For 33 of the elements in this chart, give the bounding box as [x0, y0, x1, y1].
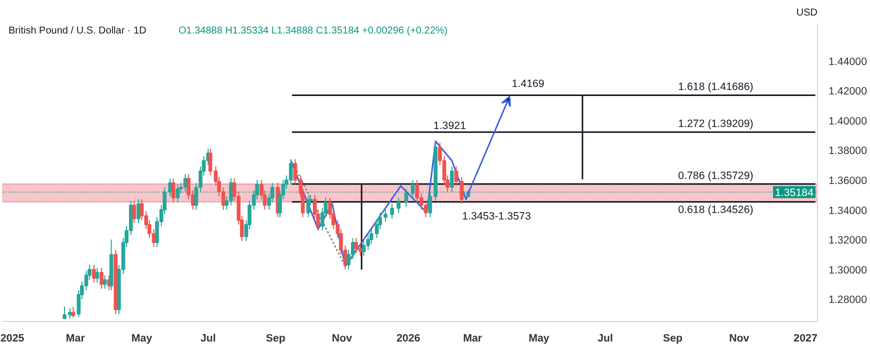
x-tick-label: 2025 [0, 332, 24, 344]
x-tick-label: Mar [463, 332, 482, 344]
x-tick-label: Jul [598, 332, 614, 344]
ref-line-label: 1.35184 [774, 187, 814, 200]
y-tick-label: 1.36000 [828, 174, 868, 187]
y-tick-label: 1.38000 [828, 145, 868, 158]
x-tick-label: Nov [332, 332, 352, 344]
annotation: 1.3453-1.3573 [462, 210, 531, 223]
series-label: 1.272 (1.39209) [678, 118, 754, 130]
x-tick-label: Sep [663, 332, 684, 344]
x-tick-label: 2026 [396, 332, 420, 344]
x-tick-label: Nov [729, 332, 750, 344]
x-tick-label: Jul [200, 332, 216, 344]
x-tick-label: May [131, 332, 152, 344]
annotation: 1.3921 [433, 120, 466, 132]
series-label: 0.786 (1.35729) [678, 170, 754, 182]
annotation: 1.4169 [512, 78, 544, 90]
y-axis-title: USD [796, 8, 818, 18]
y-tick-label: 1.42000 [828, 86, 868, 98]
y-tick-label: 1.30000 [828, 264, 868, 276]
y-tick-label: 1.40000 [828, 115, 868, 128]
y-tick-label: 1.44000 [828, 56, 868, 68]
chart-subtitle: O1.34888 H1.35334 L1.34888 C1.35184 +0.00296 (+0.22%) [178, 26, 448, 36]
series-label: 0.618 (1.34526) [678, 204, 754, 216]
chart-title: British Pound / U.S. Dollar · 1D [8, 26, 146, 36]
y-tick-label: 1.28000 [828, 294, 868, 306]
y-tick-label: 1.34000 [828, 204, 868, 217]
series-label: 1.618 (1.41686) [678, 81, 754, 94]
x-tick-label: 2027 [794, 332, 818, 344]
x-tick-label: May [528, 332, 550, 344]
x-tick-label: Sep [266, 332, 286, 344]
x-tick-label: Mar [66, 332, 85, 344]
y-tick-label: 1.32000 [828, 234, 868, 247]
